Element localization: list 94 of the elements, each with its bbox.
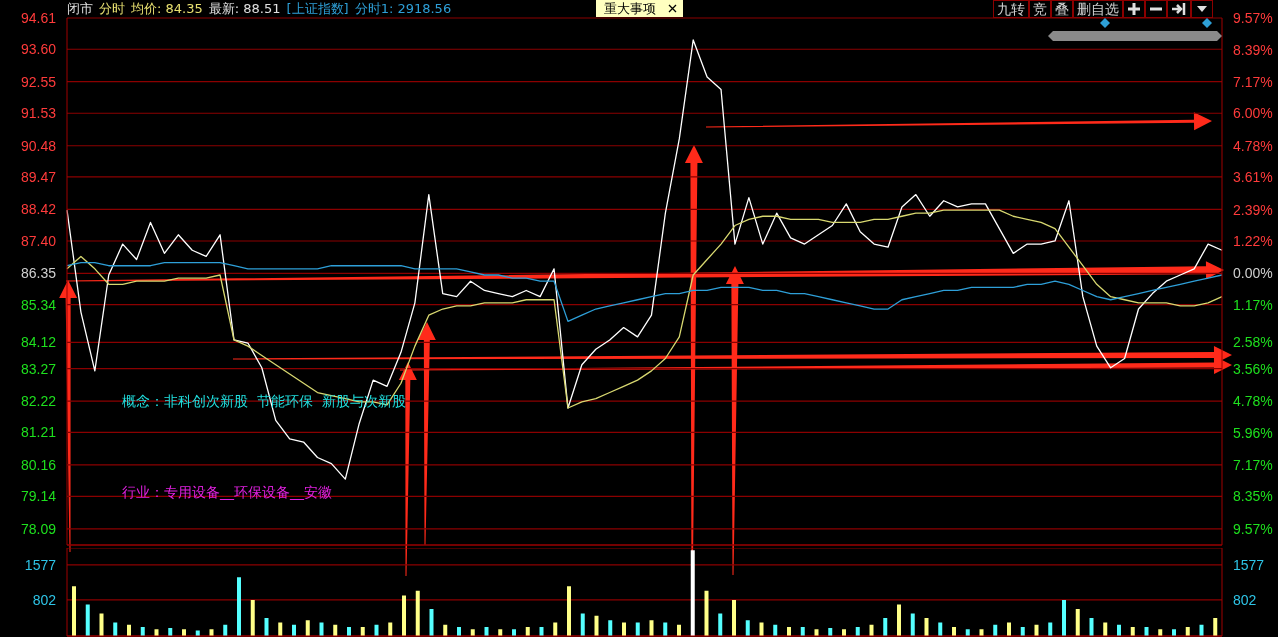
bar — [938, 622, 943, 636]
bar — [690, 550, 695, 636]
y-tick-label: 89.47 — [20, 168, 57, 185]
bar — [759, 622, 764, 636]
bar — [1007, 622, 1011, 636]
text: 均价: 84.35 — [131, 0, 203, 17]
text: [上证指数] — [286, 0, 349, 17]
bar — [319, 622, 324, 636]
bar — [264, 617, 269, 636]
bar — [732, 599, 736, 636]
y2-tick-label: 1.22% — [1233, 232, 1273, 249]
bar — [910, 613, 915, 636]
y-tick-label: 93.60 — [20, 41, 57, 58]
bar — [622, 622, 626, 636]
bar — [745, 620, 750, 636]
bar — [250, 599, 255, 636]
bar — [1213, 617, 1218, 636]
line-series — [66, 209, 1223, 409]
bar — [897, 604, 901, 636]
bar — [429, 608, 434, 636]
bar — [924, 617, 929, 636]
bar — [567, 586, 571, 636]
y-tick-label: 79.14 — [20, 488, 57, 505]
bar — [237, 577, 241, 636]
y2-tick-label: 7.17% — [1233, 74, 1273, 91]
bar — [305, 620, 310, 636]
bar — [718, 613, 723, 636]
bar — [608, 620, 613, 636]
y2-tick-label: 9.57% — [1233, 520, 1273, 537]
bar — [388, 622, 393, 636]
y-tick-label: 86.35 — [20, 265, 57, 282]
bar — [402, 595, 406, 636]
y-tick-label: 85.34 — [20, 296, 57, 313]
y-tick-label: 94.61 — [20, 10, 57, 26]
text: 重大事项 — [604, 0, 656, 17]
bar — [99, 613, 104, 636]
y2-tick-label: 4.78% — [1233, 393, 1273, 410]
line-series — [66, 39, 1223, 480]
bar — [1075, 608, 1080, 636]
y2-tick-label: 9.57% — [1233, 10, 1273, 26]
text: 叠 — [1051, 0, 1073, 18]
text: 删自选 — [1073, 0, 1123, 18]
y-tick-label: 92.55 — [20, 73, 57, 90]
y2-tick-label: 8.39% — [1233, 41, 1273, 58]
bar — [883, 617, 888, 636]
bar — [1048, 622, 1053, 636]
bar — [704, 590, 709, 636]
bar — [580, 613, 585, 636]
y-tick-label: 90.48 — [20, 137, 57, 154]
bar — [113, 622, 118, 636]
y-tick-label: 82.22 — [20, 393, 57, 410]
bar — [1103, 622, 1108, 636]
text: 最新: 88.51 — [208, 0, 281, 17]
bar — [635, 622, 640, 636]
bar — [85, 604, 90, 636]
y2-tick-label: 4.78% — [1233, 137, 1273, 154]
annotation: 行业：专用设备__环保设备__安徽 — [122, 484, 332, 502]
y2-tick-label: 8.35% — [1233, 488, 1273, 505]
y-tick-label: 81.21 — [20, 424, 57, 441]
text: 闭市 — [67, 0, 93, 17]
y-tick-label: 80.16 — [20, 456, 57, 473]
y-tick-label: 1577 — [24, 556, 57, 573]
y-tick-label: 83.27 — [20, 360, 57, 377]
bar — [72, 586, 76, 636]
bar — [663, 622, 668, 636]
y2-tick-label: 0.00% — [1233, 265, 1273, 282]
y-tick-label: 78.09 — [20, 520, 57, 537]
bar — [553, 622, 558, 636]
y-tick-label: 84.12 — [20, 334, 57, 351]
y2-tick-label: 6.00% — [1233, 105, 1273, 122]
text: 分时1: 2918.56 — [354, 0, 452, 17]
y2-tick-label: 3.61% — [1233, 169, 1273, 186]
line-series — [66, 261, 1223, 323]
y2-tick-label: 7.17% — [1233, 456, 1273, 473]
y-tick-label: 91.53 — [20, 105, 57, 122]
y2-tick-label: 5.96% — [1233, 424, 1273, 441]
bar — [594, 615, 599, 636]
y2-tick-label: 802 — [1233, 591, 1257, 608]
y-tick-label: 802 — [32, 591, 57, 608]
y2-tick-label: 1577 — [1233, 556, 1265, 573]
bar — [1089, 617, 1094, 636]
bar — [278, 622, 283, 636]
y2-tick-label: 3.56% — [1233, 360, 1273, 377]
y-tick-label: 88.42 — [20, 201, 57, 218]
text: 九转 — [993, 0, 1029, 18]
bar — [649, 620, 654, 636]
y2-tick-label: 2.58% — [1233, 334, 1273, 351]
bar — [415, 590, 420, 636]
text: 竞 — [1029, 0, 1051, 18]
text: 分时 — [99, 0, 125, 17]
y2-tick-label: 2.39% — [1233, 201, 1273, 218]
y2-tick-label: 1.17% — [1233, 296, 1273, 313]
bar — [1062, 599, 1066, 636]
y-tick-label: 87.40 — [20, 232, 57, 249]
